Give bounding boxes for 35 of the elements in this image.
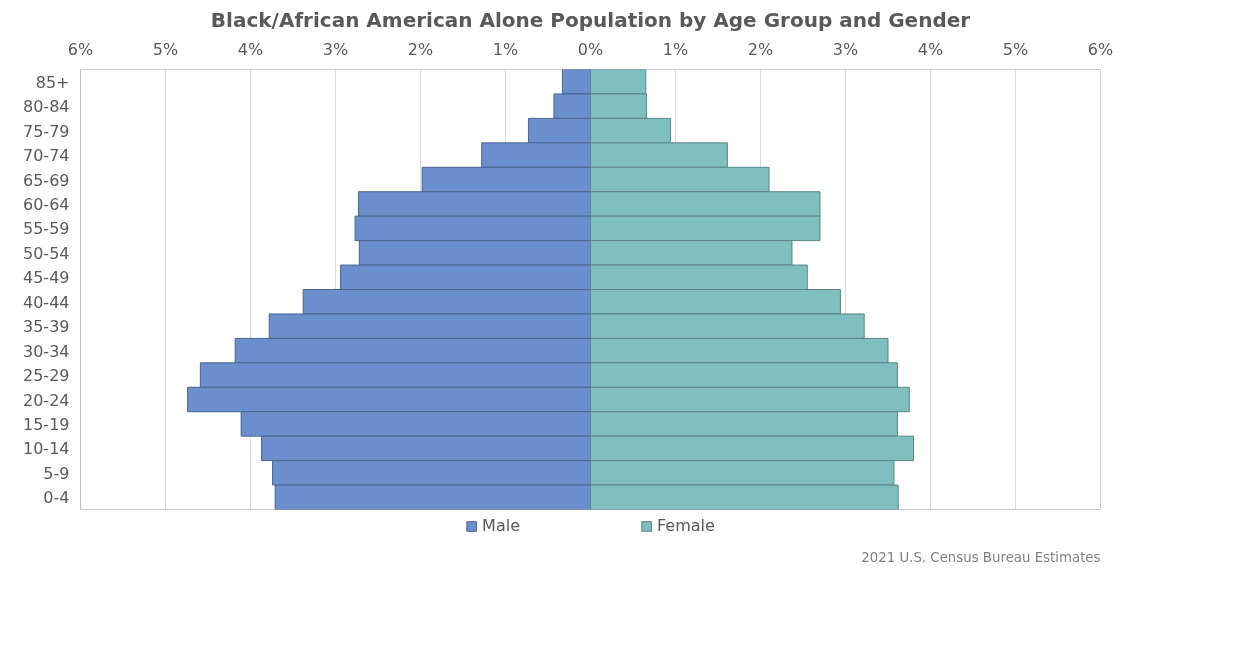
chart-title: Black/African American Alone Population by Age Group and Gender (210, 7, 971, 32)
y-tick-label: 60-64 (23, 194, 70, 214)
x-tick-label: 1% (662, 39, 689, 59)
x-tick-label: 5% (152, 39, 179, 59)
x-tick-label: 2% (747, 39, 774, 59)
x-tick-label: 2% (407, 39, 434, 59)
x-tick-label: 4% (917, 39, 944, 59)
x-tick-label: 5% (1002, 39, 1029, 59)
text: 2021 U.S. Census Bureau Estimates (861, 549, 1101, 565)
y-tick-label: 70-74 (23, 146, 70, 166)
y-tick-label: 5-9 (43, 463, 70, 483)
x-tick-label: 0% (577, 39, 604, 59)
legend-label: Male (482, 516, 521, 535)
y-tick-label: 30-34 (23, 341, 70, 361)
x-tick-label: 6% (67, 39, 94, 59)
x-tick-label: 1% (492, 39, 519, 59)
y-tick-label: 15-19 (23, 414, 70, 434)
y-tick-label: 20-24 (23, 390, 70, 410)
x-tick-label: 3% (322, 39, 349, 59)
x-tick-label: 3% (832, 39, 859, 59)
y-tick-label: 45-49 (23, 268, 70, 288)
x-tick-label: 6% (1087, 39, 1114, 59)
y-tick-label: 25-29 (23, 366, 70, 386)
x-tick-label: 4% (237, 39, 264, 59)
y-tick-label: 0-4 (43, 488, 70, 508)
y-tick-label: 85+ (35, 72, 70, 92)
legend-label: Female (657, 516, 715, 535)
y-tick-label: 50-54 (23, 243, 70, 263)
y-tick-label: 75-79 (23, 121, 70, 141)
y-tick-label: 65-69 (23, 170, 70, 190)
y-tick-label: 40-44 (23, 292, 70, 312)
y-tick-label: 10-14 (23, 439, 70, 459)
y-tick-label: 55-59 (23, 219, 70, 239)
y-tick-label: 35-39 (23, 317, 70, 337)
y-tick-label: 80-84 (23, 97, 70, 117)
